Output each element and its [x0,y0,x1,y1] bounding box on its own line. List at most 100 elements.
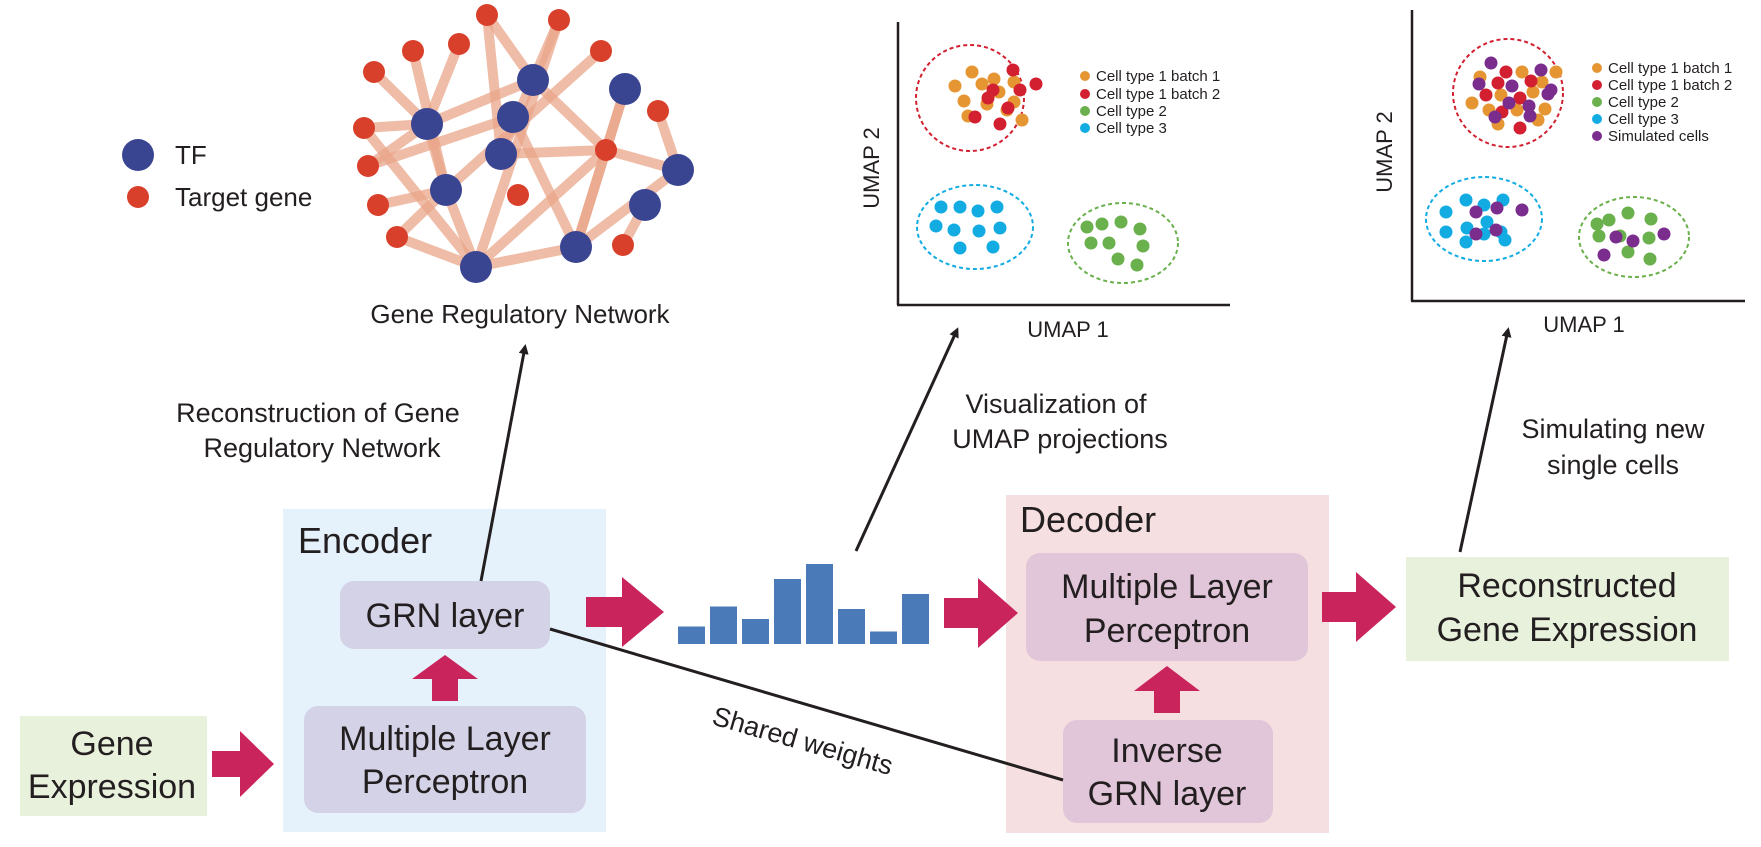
output-line1: Reconstructed [1457,567,1676,605]
cell-point [1626,234,1640,248]
umap1-legend-label: Cell type 1 batch 2 [1096,86,1220,103]
cell-point [1469,205,1483,219]
cell-point [1469,227,1483,241]
inverse-to-mlp-arrow [1134,666,1200,713]
cell-point [1534,63,1548,77]
target-gene-node [612,234,634,256]
umap2-legend-label: Cell type 2 [1608,94,1679,111]
umap2-legend-marker [1592,97,1602,107]
output-to-simulation-arrow [1458,327,1512,553]
cell-point [965,65,979,79]
umap2-cluster-celltype3 [1425,176,1543,262]
mlp-to-grn-arrow [412,655,478,701]
encoder-to-latent-arrow [586,577,664,647]
cell-point [971,204,985,218]
cell-point [1095,217,1109,231]
grn-edge [471,242,581,272]
target-gene-legend-label: Target gene [175,182,312,212]
cell-point [957,94,971,108]
cell-point [1602,213,1616,227]
umap2-legend-marker [1592,131,1602,141]
umap1-x-label: UMAP 1 [1027,317,1109,342]
umap1-cluster-celltype3 [916,184,1034,270]
shared-weights-label: Shared weights [709,701,896,781]
target-gene-node [448,33,470,55]
umap2-x-label: UMAP 1 [1543,312,1625,337]
cell-point [1133,222,1147,236]
umap1-legend-marker [1080,89,1090,99]
cell-point [1491,76,1505,90]
latent-bar [870,631,897,644]
encoder-mlp-line2: Perceptron [362,763,528,801]
cell-point [953,200,967,214]
umap2-legend-label: Simulated cells [1608,128,1709,145]
umap1-y-label: UMAP 2 [859,127,884,209]
umap1-cluster-celltype2 [1067,202,1179,284]
simulating-label-line2: single cells [1547,450,1679,480]
cell-point [990,200,1004,214]
latent-bar [678,626,705,644]
grn-title: Gene Regulatory Network [370,299,670,329]
umap-plot-simulated-cells: UMAP 1 UMAP 2 Cell type 1 batch 1 Cell t… [1372,10,1745,337]
umap1-legend: Cell type 1 batch 1 Cell type 1 batch 2 … [1080,68,1220,137]
latent-bar [806,564,833,644]
tf-node [609,73,641,105]
cell-point [1489,223,1503,237]
target-gene-node [363,61,385,83]
cell-point [1621,245,1635,259]
cell-point [1523,109,1537,123]
inverse-grn-line1: Inverse [1111,732,1223,770]
umap2-y-label: UMAP 2 [1372,111,1397,193]
umap1-legend-label: Cell type 1 batch 1 [1096,68,1220,85]
umap1-legend-marker [1080,106,1090,116]
cell-point [1006,63,1020,77]
visualization-label-line2: UMAP projections [952,424,1168,454]
cell-point [1080,220,1094,234]
umap1-legend-marker [1080,123,1090,133]
grn-edge [528,75,611,155]
cell-point [1515,65,1529,79]
umap1-legend-label: Cell type 2 [1096,103,1167,120]
cell-point [993,221,1007,235]
cell-point [1590,217,1604,231]
cell-point [1480,215,1494,229]
latent-bar [742,619,769,644]
cell-point [953,241,967,255]
umap1-cluster-celltype1 [915,44,1025,152]
tf-node [560,231,592,263]
grn-edge [482,10,506,159]
target-gene-node [647,100,669,122]
cell-point [1459,235,1473,249]
grn-edge [571,165,683,252]
cell-point [1472,77,1486,91]
cell-point [1609,230,1623,244]
inverse-grn-line2: GRN layer [1088,775,1247,813]
encoder-title: Encoder [298,520,432,561]
cell-point [1084,236,1098,250]
cell-point [1488,110,1502,124]
decoder-title: Decoder [1020,499,1156,540]
cell-point [975,77,989,91]
reconstruction-label-line2: Regulatory Network [203,433,441,463]
cell-point [1515,203,1529,217]
grn-edge [496,145,611,159]
simulating-label-line1: Simulating new [1521,414,1705,444]
tf-node [485,138,517,170]
target-gene-node [402,40,424,62]
cell-point [1013,83,1027,97]
cell-point [1465,96,1479,110]
grn-nodes [353,4,694,283]
cell-point [1029,77,1043,91]
input-line1: Gene [70,725,153,763]
grn-layer-label: GRN layer [366,597,525,635]
grn-layer-to-network-arrow [479,344,529,582]
cell-point [1505,79,1519,93]
cell-point [1114,215,1128,229]
latent-bar [774,579,801,644]
cell-point [1526,85,1540,99]
tf-legend-marker [122,139,154,171]
target-gene-legend-marker [127,186,149,208]
umap2-cluster-celltype1 [1452,38,1564,148]
umap-plot-batch-correction: UMAP 1 UMAP 2 Cell type 1 batch 1 Cell t… [859,22,1230,342]
latent-to-decoder-arrow [944,578,1018,648]
